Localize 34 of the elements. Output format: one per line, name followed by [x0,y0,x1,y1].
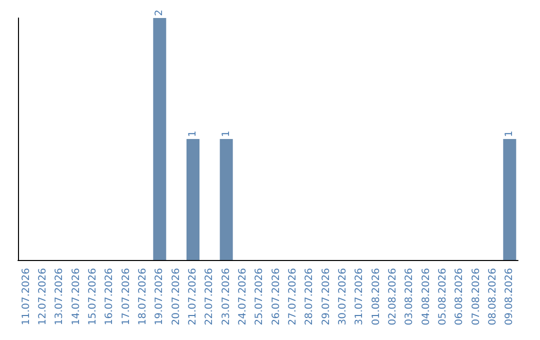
x-tick-label: 17.07.2026 [120,268,132,326]
x-tick-label: 03.08.2026 [404,268,416,326]
x-tick-label: 22.07.2026 [204,268,216,326]
x-tick-label: 08.08.2026 [488,268,498,326]
x-tick-label: 28.07.2026 [304,268,316,326]
x-tick-label: 20.07.2026 [170,268,182,326]
x-tick-label: 14.07.2026 [70,268,82,326]
x-tick-label: 05.08.2026 [438,268,448,326]
x-tick-label: 24.07.2026 [238,268,248,326]
x-tick-label: 19.07.2026 [154,268,166,326]
x-tick-label: 18.07.2026 [138,268,148,326]
x-tick-label: 15.07.2026 [88,268,98,326]
x-tick-label: 06.08.2026 [454,268,466,326]
x-tick-label: 31.07.2026 [354,268,366,326]
x-tick-label: 21.07.2026 [188,268,198,326]
x-tick-label: 25.07.2026 [254,268,266,326]
x-tick-label: 09.08.2026 [504,268,516,326]
x-tick-label: 30.07.2026 [338,268,348,326]
data-label: 1 [504,130,516,137]
x-tick-label: 16.07.2026 [104,268,116,326]
data-label: 1 [188,130,198,137]
x-tick-label: 01.08.2026 [370,268,382,326]
x-tick-label: 04.08.2026 [420,268,432,326]
data-label: 2 [154,10,166,16]
data-label: 1 [220,130,232,137]
x-tick-label: 26.07.2026 [270,268,282,326]
x-tick-label: 12.07.2026 [38,268,48,326]
x-tick-label: 07.08.2026 [470,268,482,326]
x-tick-label: 27.07.2026 [288,268,298,326]
x-tick-label: 13.07.2026 [54,268,66,326]
x-tick-label: 23.07.2026 [220,268,232,326]
x-tick-label: 29.07.2026 [320,268,332,326]
x-tick-label: 02.08.2026 [388,268,398,326]
x-tick-label: 11.07.2026 [20,268,32,326]
